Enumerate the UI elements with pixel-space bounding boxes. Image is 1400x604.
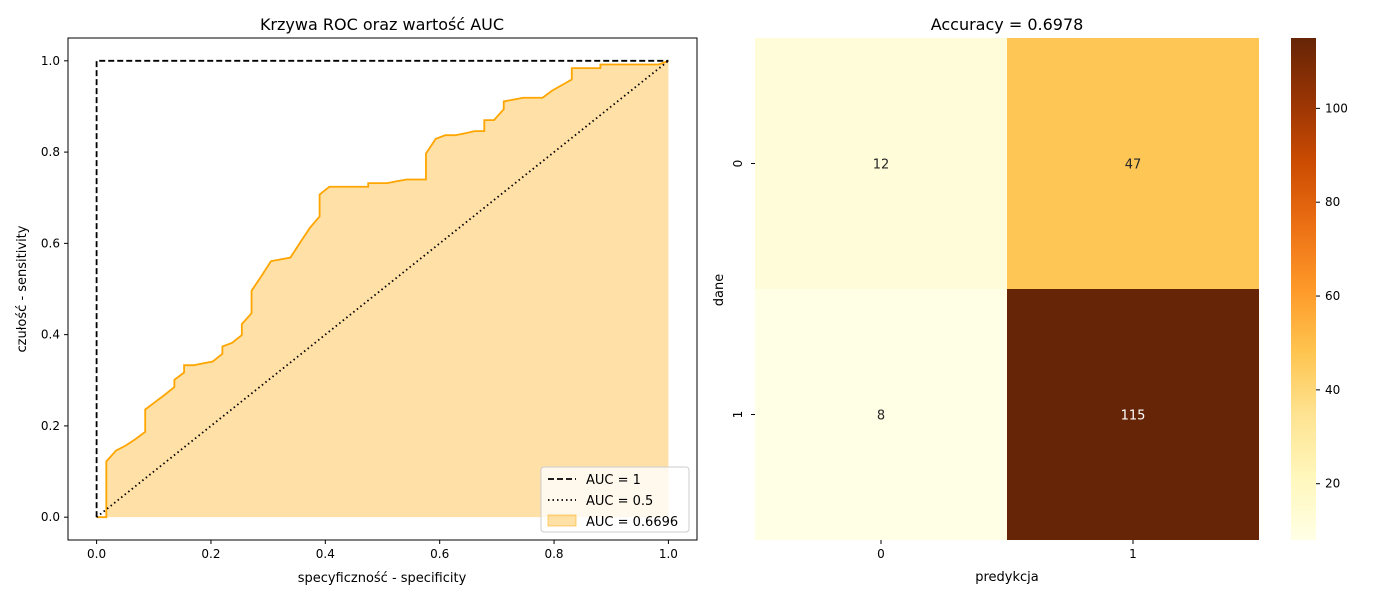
heatmap-cell — [1007, 289, 1259, 540]
legend-swatch-auc-model — [547, 514, 577, 527]
roc-y-axis: 0.0 0.2 0.4 0.6 0.8 1.0 — [41, 54, 68, 524]
roc-title: Krzywa ROC oraz wartość AUC — [260, 15, 504, 34]
heatmap-x-label: predykcja — [975, 570, 1039, 585]
legend-label-auc-1: AUC = 1 — [586, 473, 641, 488]
roc-x-axis: 0.0 0.2 0.4 0.6 0.8 1.0 — [87, 540, 678, 561]
colorbar-tick-label: 60 — [1325, 289, 1340, 303]
roc-model-curve — [96, 59, 669, 519]
legend-frame — [540, 466, 690, 533]
roc-y-tick-label: 1.0 — [41, 54, 60, 68]
roc-y-tick-label: 0.2 — [41, 419, 60, 433]
roc-x-tick-label: 0.0 — [87, 547, 106, 561]
colorbar-tick-label: 40 — [1325, 383, 1340, 397]
heatmap-cell-value: 115 — [1121, 409, 1146, 424]
roc-y-tick-label: 0.0 — [41, 510, 60, 524]
legend-label-auc-model: AUC = 0.6696 — [586, 515, 678, 530]
colorbar-gradient — [1291, 38, 1316, 540]
heatmap-y-label: dane — [712, 274, 727, 306]
heatmap-x-tick-label: 0 — [877, 547, 885, 561]
colorbar: 20 40 60 80 100 — [1291, 38, 1348, 540]
roc-axes-frame — [67, 37, 698, 541]
heatmap-y-axis: 01 — [731, 160, 755, 419]
colorbar-tick-label: 100 — [1325, 101, 1348, 115]
roc-y-tick-label: 0.4 — [41, 328, 60, 342]
heatmap-cell-value: 47 — [1125, 158, 1142, 173]
roc-perfect-line — [95, 59, 669, 518]
roc-x-label: specyficzność - specificity — [298, 571, 467, 586]
heatmap-x-tick-label: 1 — [1129, 547, 1137, 561]
roc-x-tick-label: 0.8 — [544, 547, 563, 561]
heatmap-y-tick-label: 0 — [731, 160, 745, 168]
heatmap-cell — [1007, 38, 1259, 289]
heatmap-cell-value: 12 — [873, 158, 890, 173]
heatmap-cells: 12 47 8 115 — [755, 38, 1259, 540]
roc-plot-area — [95, 59, 669, 519]
roc-x-tick-label: 0.4 — [316, 547, 335, 561]
heatmap-cell-value: 8 — [877, 409, 885, 424]
legend-label-auc-05: AUC = 0.5 — [586, 494, 653, 509]
roc-chart: Krzywa ROC oraz wartość AUC 0.0 0.2 0.4 0.6… — [15, 15, 698, 586]
colorbar-tick-label: 80 — [1325, 195, 1340, 209]
heatmap-y-tick-label: 1 — [731, 411, 745, 419]
roc-random-line — [96, 60, 669, 518]
roc-y-tick-label: 0.8 — [41, 145, 60, 159]
colorbar-tick-label: 20 — [1325, 477, 1340, 491]
roc-legend: AUC = 1 AUC = 0.5 AUC = 0.6696 — [540, 466, 690, 533]
roc-x-tick-label: 0.6 — [430, 547, 449, 561]
heatmap-cell — [755, 38, 1007, 289]
heatmap-title: Accuracy = 0.6978 — [931, 15, 1084, 34]
roc-y-label: czułość - sensitivity — [15, 225, 30, 352]
roc-y-tick-label: 0.6 — [41, 236, 60, 250]
roc-x-tick-label: 0.2 — [201, 547, 220, 561]
roc-x-tick-label: 1.0 — [659, 547, 678, 561]
colorbar-axis: 20 40 60 80 100 — [1316, 101, 1348, 491]
heatmap-cell — [755, 289, 1007, 540]
